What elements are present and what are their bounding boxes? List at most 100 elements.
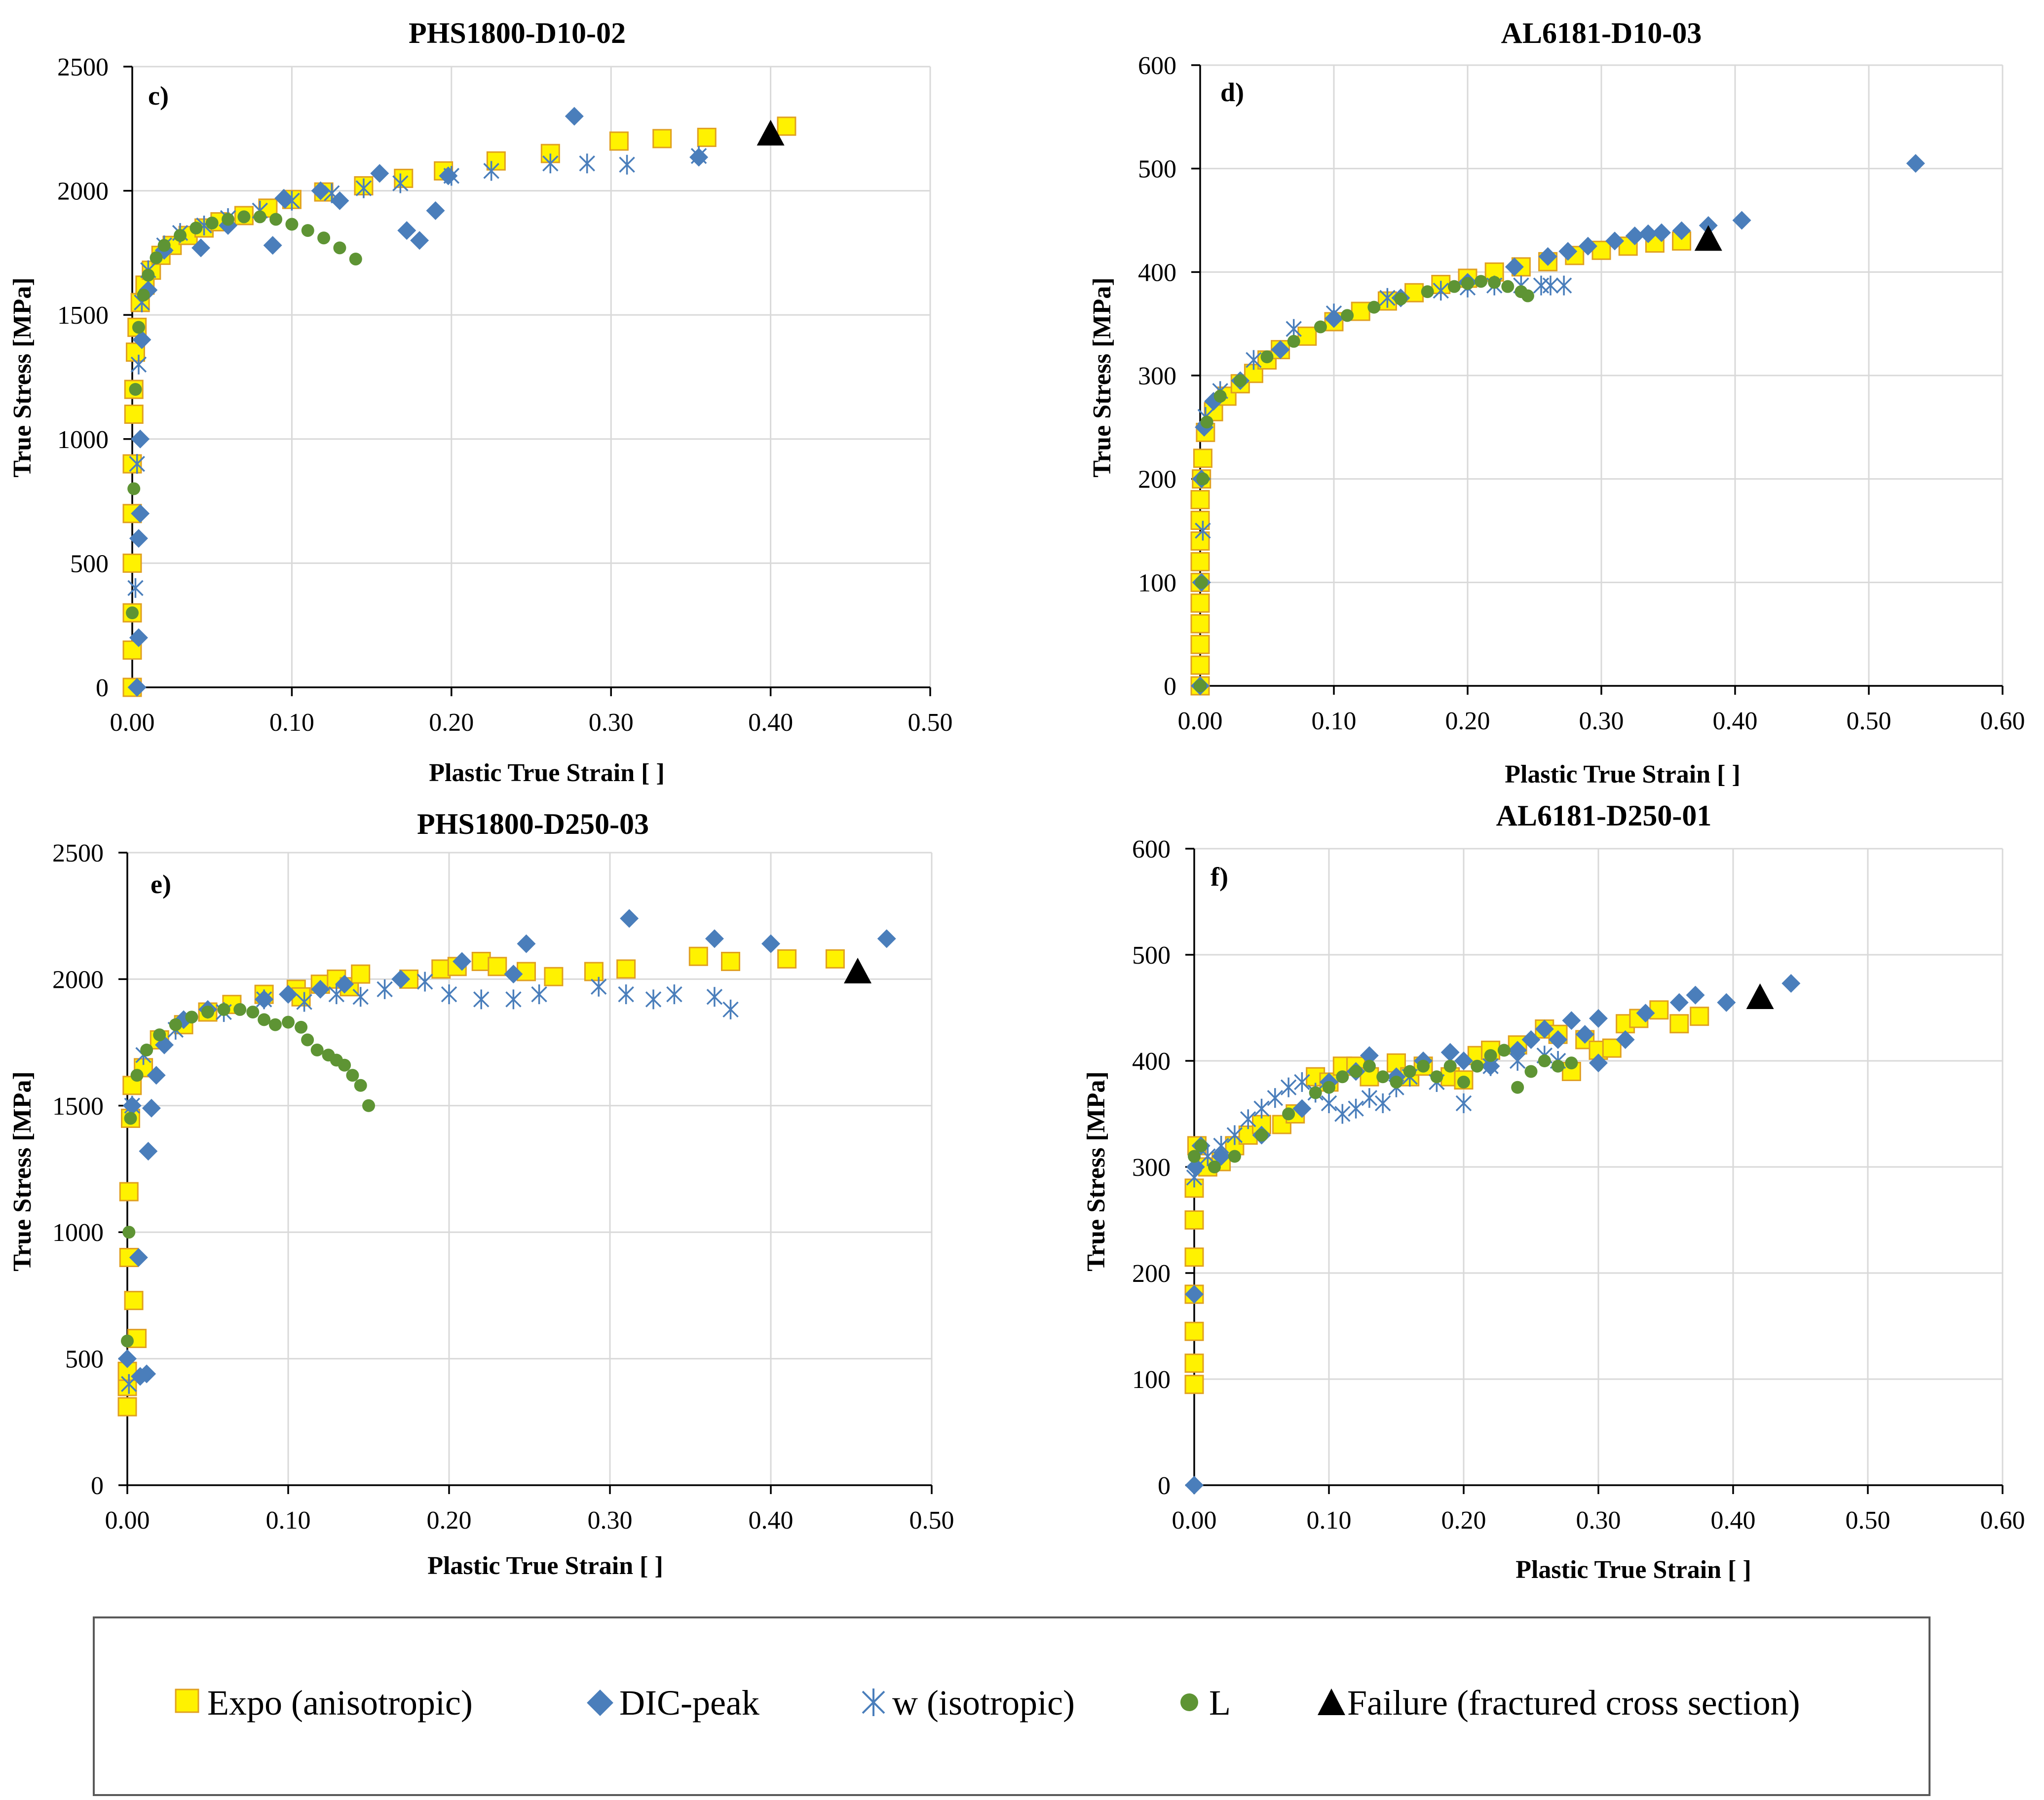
data-point-w	[1533, 275, 1550, 296]
data-point-L	[1417, 1059, 1430, 1073]
data-point-L	[217, 1003, 230, 1016]
data-point-L	[1501, 280, 1514, 293]
data-point-L	[1194, 679, 1207, 692]
data-point-expo	[124, 404, 144, 424]
data-point-dic	[131, 504, 150, 523]
data-point-dic	[1271, 340, 1290, 359]
data-point-dic	[1575, 1025, 1594, 1044]
y-tick-label: 2000	[57, 178, 109, 206]
data-point-expo	[122, 553, 142, 573]
y-tick-label: 500	[70, 550, 109, 578]
data-point-expo	[122, 454, 142, 474]
gridlines	[1200, 64, 2004, 686]
data-point-L	[269, 213, 283, 226]
x-tick-label: 0.20	[1441, 1506, 1486, 1535]
data-point-L	[1497, 1044, 1511, 1057]
data-point-dic	[1562, 1011, 1581, 1030]
legend-item-l: L	[1180, 1683, 1231, 1723]
data-point-dic	[1185, 1285, 1204, 1304]
x-tick-label: 0.50	[908, 709, 953, 737]
data-point-L	[1323, 1081, 1335, 1094]
data-point-dic	[426, 201, 445, 220]
series-L	[1194, 275, 1534, 692]
data-point-L	[222, 213, 235, 226]
data-point-w	[296, 992, 312, 1012]
data-point-w	[619, 154, 635, 175]
chart-panel-e: PHS1800-D250-03 e) Plastic True Strain […	[8, 808, 954, 1580]
y-tick-label: 2000	[52, 966, 104, 994]
data-point-dic	[1906, 154, 1925, 173]
series-L	[126, 210, 362, 620]
data-point-expo	[652, 129, 672, 149]
data-point-dic	[129, 529, 148, 548]
data-point-w	[392, 173, 409, 193]
y-tick-label: 600	[1138, 52, 1176, 80]
data-point-dic	[565, 107, 584, 126]
data-point-L	[1461, 277, 1474, 290]
y-tick-label: 1000	[52, 1219, 104, 1247]
data-point-expo	[688, 946, 708, 966]
data-point-L	[285, 218, 299, 231]
x-tick-label: 0.00	[1178, 707, 1223, 735]
data-point-expo	[777, 949, 797, 969]
data-point-dic	[1508, 1041, 1527, 1060]
data-point-expo	[1190, 552, 1210, 571]
legend-marker-expo	[175, 1688, 199, 1713]
data-point-L	[317, 231, 331, 245]
data-point-w	[1433, 281, 1449, 301]
series-fail	[757, 119, 785, 146]
legend-item-dic: DIC-peak	[587, 1683, 759, 1723]
x-tick-label: 0.50	[1846, 1506, 1891, 1535]
x-tick-label: 0.40	[748, 709, 793, 737]
data-point-L	[127, 482, 141, 495]
y-tick-label: 1500	[52, 1092, 104, 1121]
data-point-w	[352, 987, 369, 1007]
data-point-L	[174, 229, 187, 242]
data-point-expo	[616, 959, 636, 979]
x-tick-label: 0.20	[427, 1506, 472, 1535]
data-point-L	[258, 1013, 271, 1026]
data-point-L	[185, 1011, 198, 1024]
panel-label: e)	[151, 869, 171, 899]
data-point-w	[531, 984, 547, 1005]
x-axis-label: Plastic True Strain [ ]	[429, 759, 665, 787]
x-tick-label: 0.00	[110, 709, 155, 737]
data-point-L	[157, 239, 171, 252]
data-point-w	[1361, 1088, 1378, 1108]
data-point-L	[301, 224, 314, 237]
data-point-dic	[1454, 1051, 1473, 1070]
data-point-L	[153, 1028, 166, 1042]
data-point-expo	[1351, 301, 1370, 321]
data-point-L	[189, 222, 203, 235]
data-point-dic	[504, 965, 523, 984]
legend-label-w: w (isotropic)	[892, 1683, 1075, 1723]
data-point-dic	[274, 188, 294, 208]
data-point-fail	[1694, 225, 1722, 251]
series-L	[121, 1003, 375, 1348]
data-point-dic	[877, 929, 896, 948]
x-tick-label: 0.20	[1445, 707, 1490, 735]
data-point-w	[1195, 521, 1211, 541]
x-tick-label: 0.00	[105, 1506, 150, 1535]
data-point-expo	[777, 116, 796, 136]
data-point-dic	[453, 952, 472, 971]
data-point-L	[333, 241, 346, 255]
gridlines	[127, 852, 933, 1485]
data-point-expo	[721, 952, 740, 972]
data-point-expo	[1602, 1038, 1622, 1058]
series-w	[1186, 1046, 1566, 1188]
y-tick-label: 1500	[57, 301, 109, 330]
data-point-dic	[397, 221, 416, 240]
x-tick-label: 0.60	[1980, 707, 2025, 735]
data-point-L	[1200, 415, 1213, 429]
data-point-dic	[335, 975, 354, 994]
series-expo	[1190, 231, 1692, 696]
legend: Expo (anisotropic) DIC-peak w (isotropic…	[93, 1616, 1930, 1796]
data-point-dic	[1672, 221, 1691, 240]
data-point-w	[1455, 1093, 1472, 1113]
x-axis-label: Plastic True Strain [ ]	[427, 1552, 663, 1580]
data-point-L	[121, 1334, 134, 1348]
data-point-w	[1348, 1098, 1364, 1119]
data-point-expo	[609, 131, 629, 151]
